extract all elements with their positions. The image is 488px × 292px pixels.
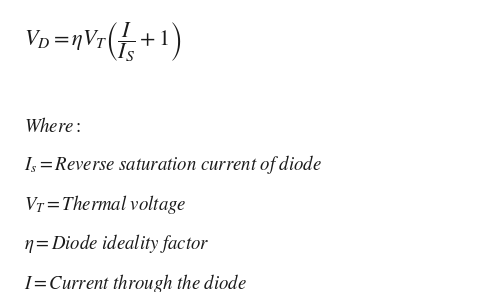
Text: $\mathit{I} = \mathit{Current\ through\ the\ diode}$: $\mathit{I} = \mathit{Current\ through\ … [24, 272, 247, 292]
Text: $\mathit{V}_T = \mathit{Thermal\ voltage}$: $\mathit{V}_T = \mathit{Thermal\ voltage… [24, 193, 187, 216]
Text: $V_D = \eta V_T \left(\dfrac{I}{I_S} + 1\right)$: $V_D = \eta V_T \left(\dfrac{I}{I_S} + 1… [24, 20, 182, 64]
Text: $\mathit{Where}\mathit{:}$: $\mathit{Where}\mathit{:}$ [24, 117, 81, 136]
Text: $\eta = \mathit{Diode\ ideality\ factor}$: $\eta = \mathit{Diode\ ideality\ factor}… [24, 232, 210, 255]
Text: $\mathit{I}_s = \mathit{Reverse\ saturation\ current\ of\ diode}$: $\mathit{I}_s = \mathit{Reverse\ saturat… [24, 153, 323, 176]
